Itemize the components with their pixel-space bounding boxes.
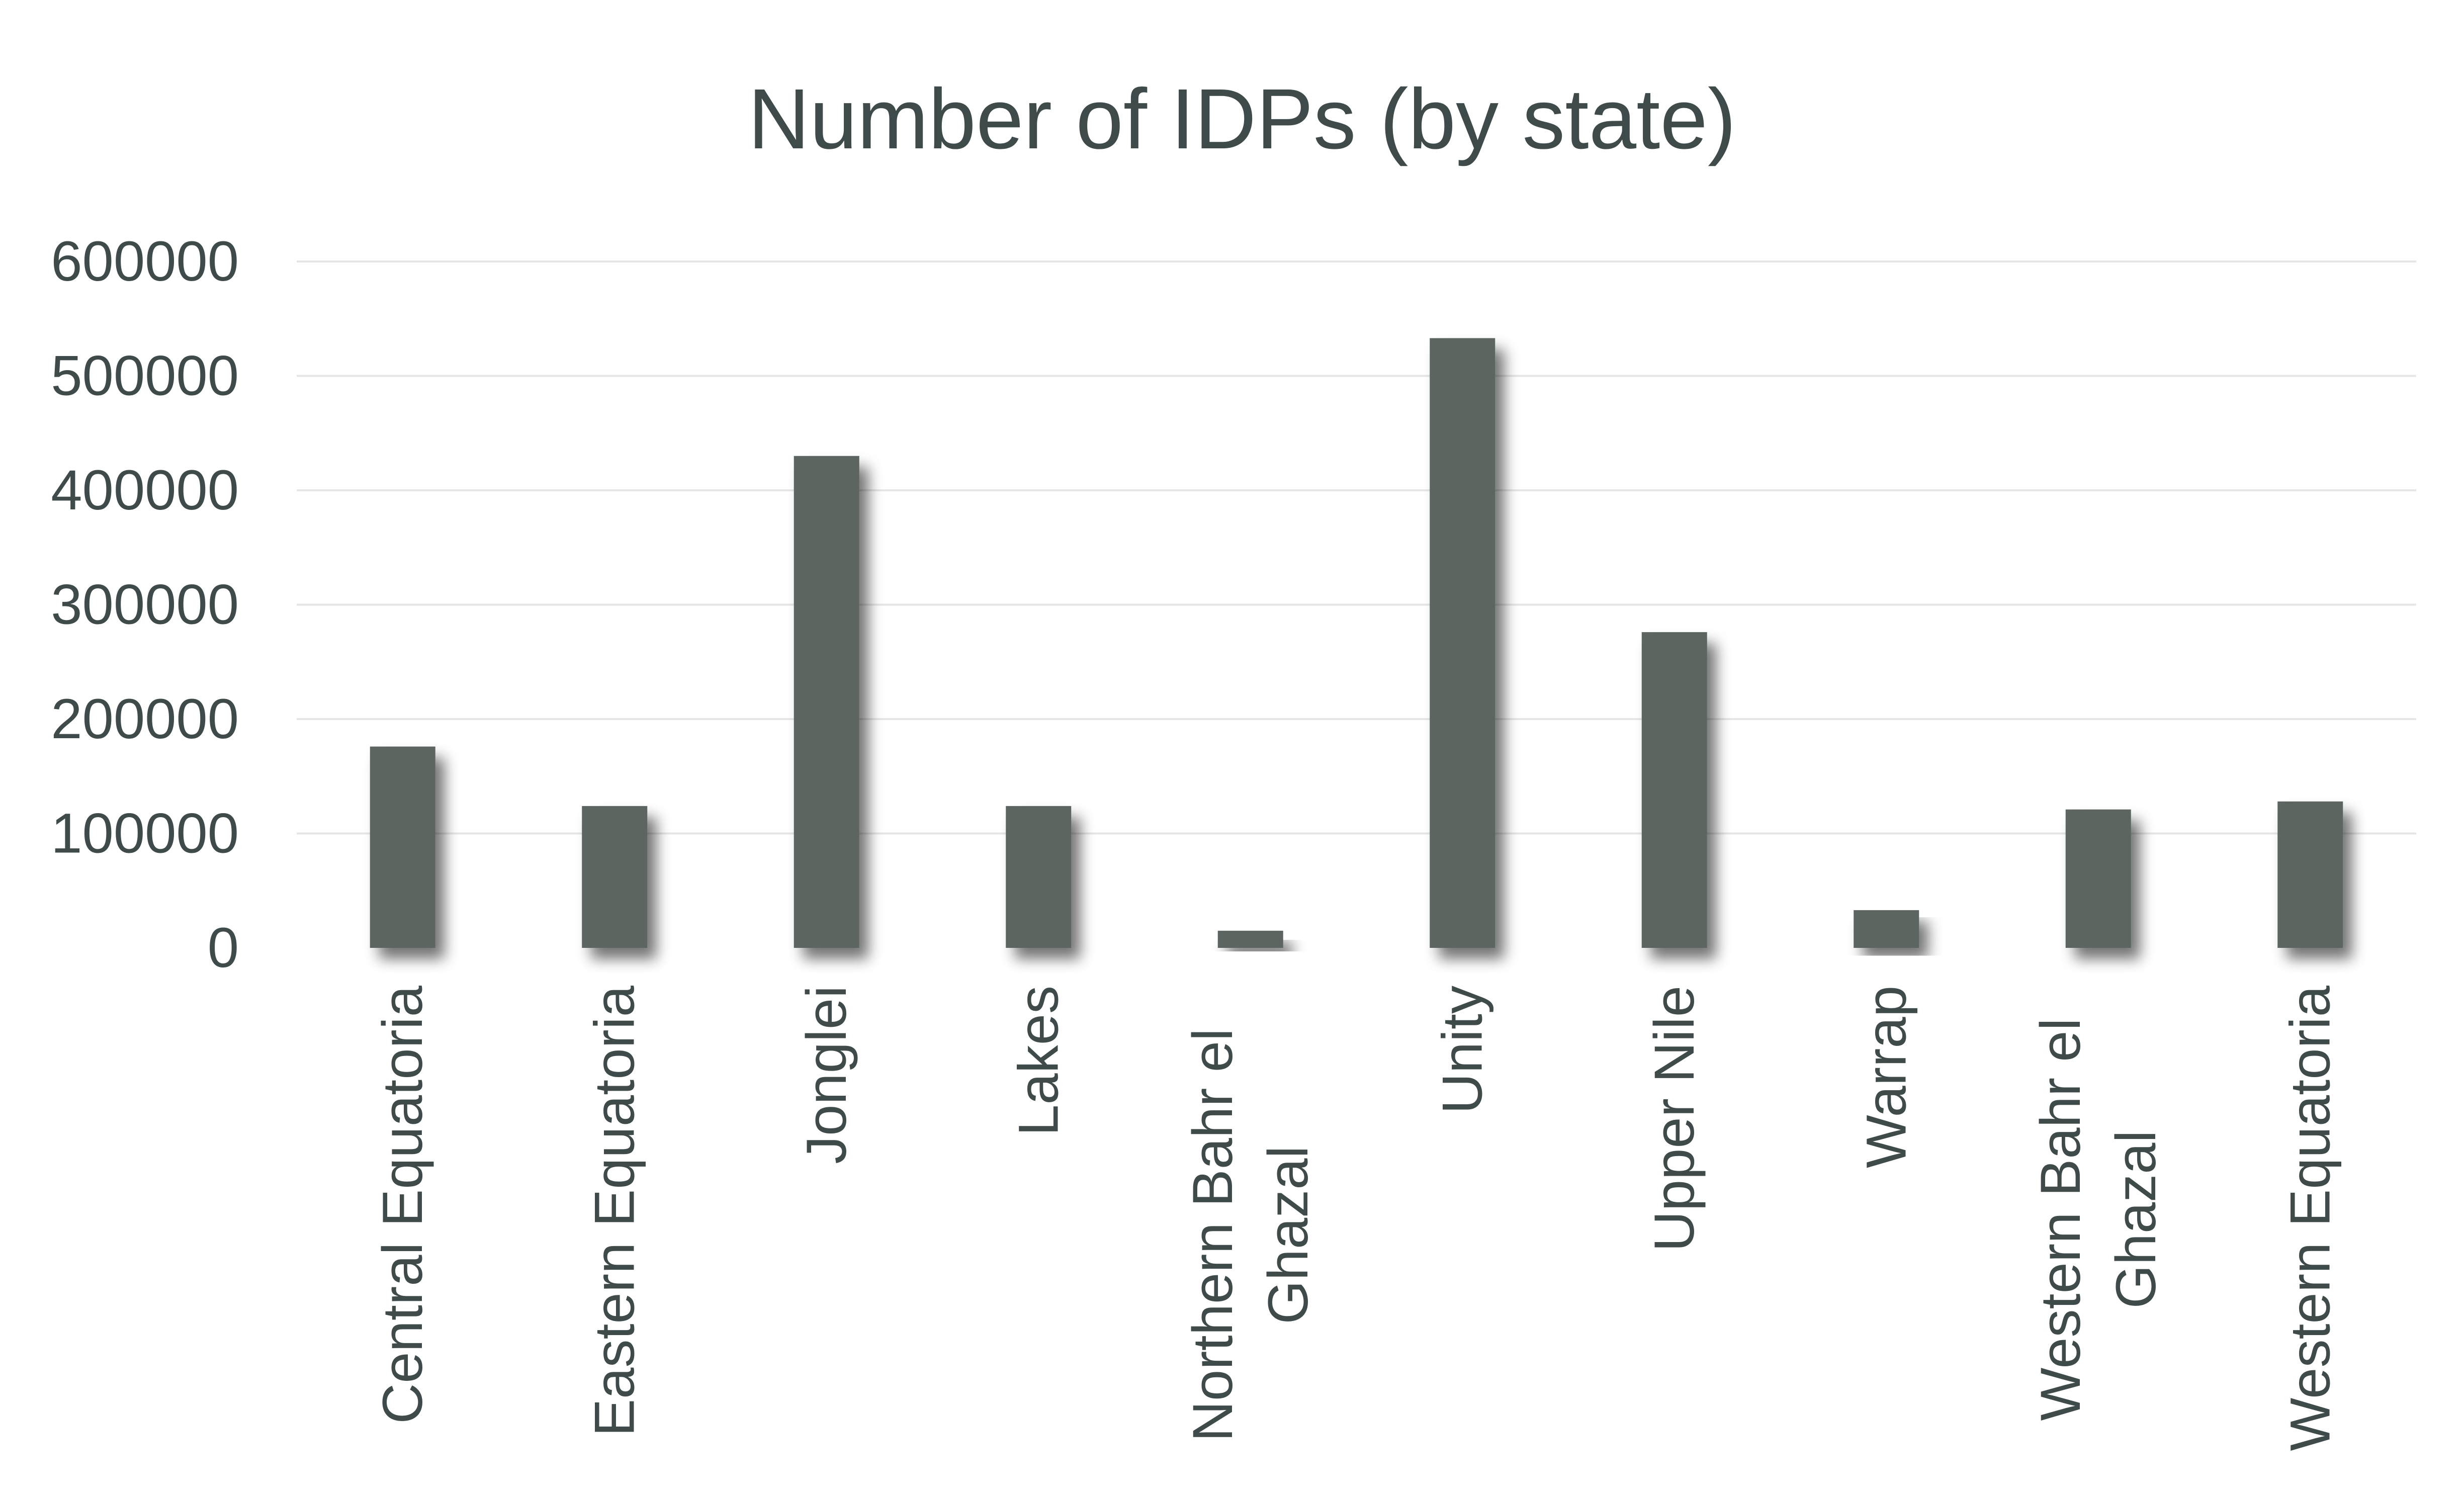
x-tick-label: Eastern Equatoria [583, 985, 646, 1436]
bar [1006, 806, 1072, 948]
bars [370, 338, 2343, 948]
bar [1854, 910, 1919, 948]
x-tick-label: Western Bahr el Ghazal [2029, 1018, 2167, 1421]
x-tick-label: Warrap [1855, 986, 1917, 1168]
x-tick-label: Unity [1431, 986, 1493, 1114]
bar [582, 806, 648, 948]
gridlines [297, 260, 2416, 835]
y-tick-label: 100000 [51, 802, 239, 865]
chart-title: Number of IDPs (by state) [748, 71, 1736, 167]
bar [370, 746, 435, 948]
bar [794, 456, 859, 948]
x-tick-label: Upper Nile [1643, 986, 1706, 1252]
x-tick-label: Jonglei [795, 986, 858, 1164]
bar [2277, 801, 2343, 948]
x-tick-label: Northern Bahr el Ghazal [1181, 1028, 1319, 1442]
y-tick-label: 0 [208, 916, 239, 979]
bar [1430, 338, 1495, 948]
y-tick-label: 300000 [51, 573, 239, 636]
y-tick-label: 600000 [51, 230, 239, 293]
y-tick-label: 500000 [51, 344, 239, 407]
x-tick-label: Central Equatoria [371, 985, 434, 1424]
x-tick-label: Lakes [1007, 986, 1070, 1136]
bar [2065, 809, 2131, 948]
y-tick-label: 200000 [51, 687, 239, 750]
x-tick-label: Western Equatoria [2278, 985, 2341, 1451]
y-tick-label: 400000 [51, 459, 239, 521]
x-axis: Central Equatoria Eastern Equatoria Jongle… [371, 985, 2342, 1451]
bar [1217, 930, 1283, 948]
bar [1641, 632, 1707, 948]
y-axis: 0 100000 200000 300000 400000 500000 600000 [51, 230, 239, 979]
